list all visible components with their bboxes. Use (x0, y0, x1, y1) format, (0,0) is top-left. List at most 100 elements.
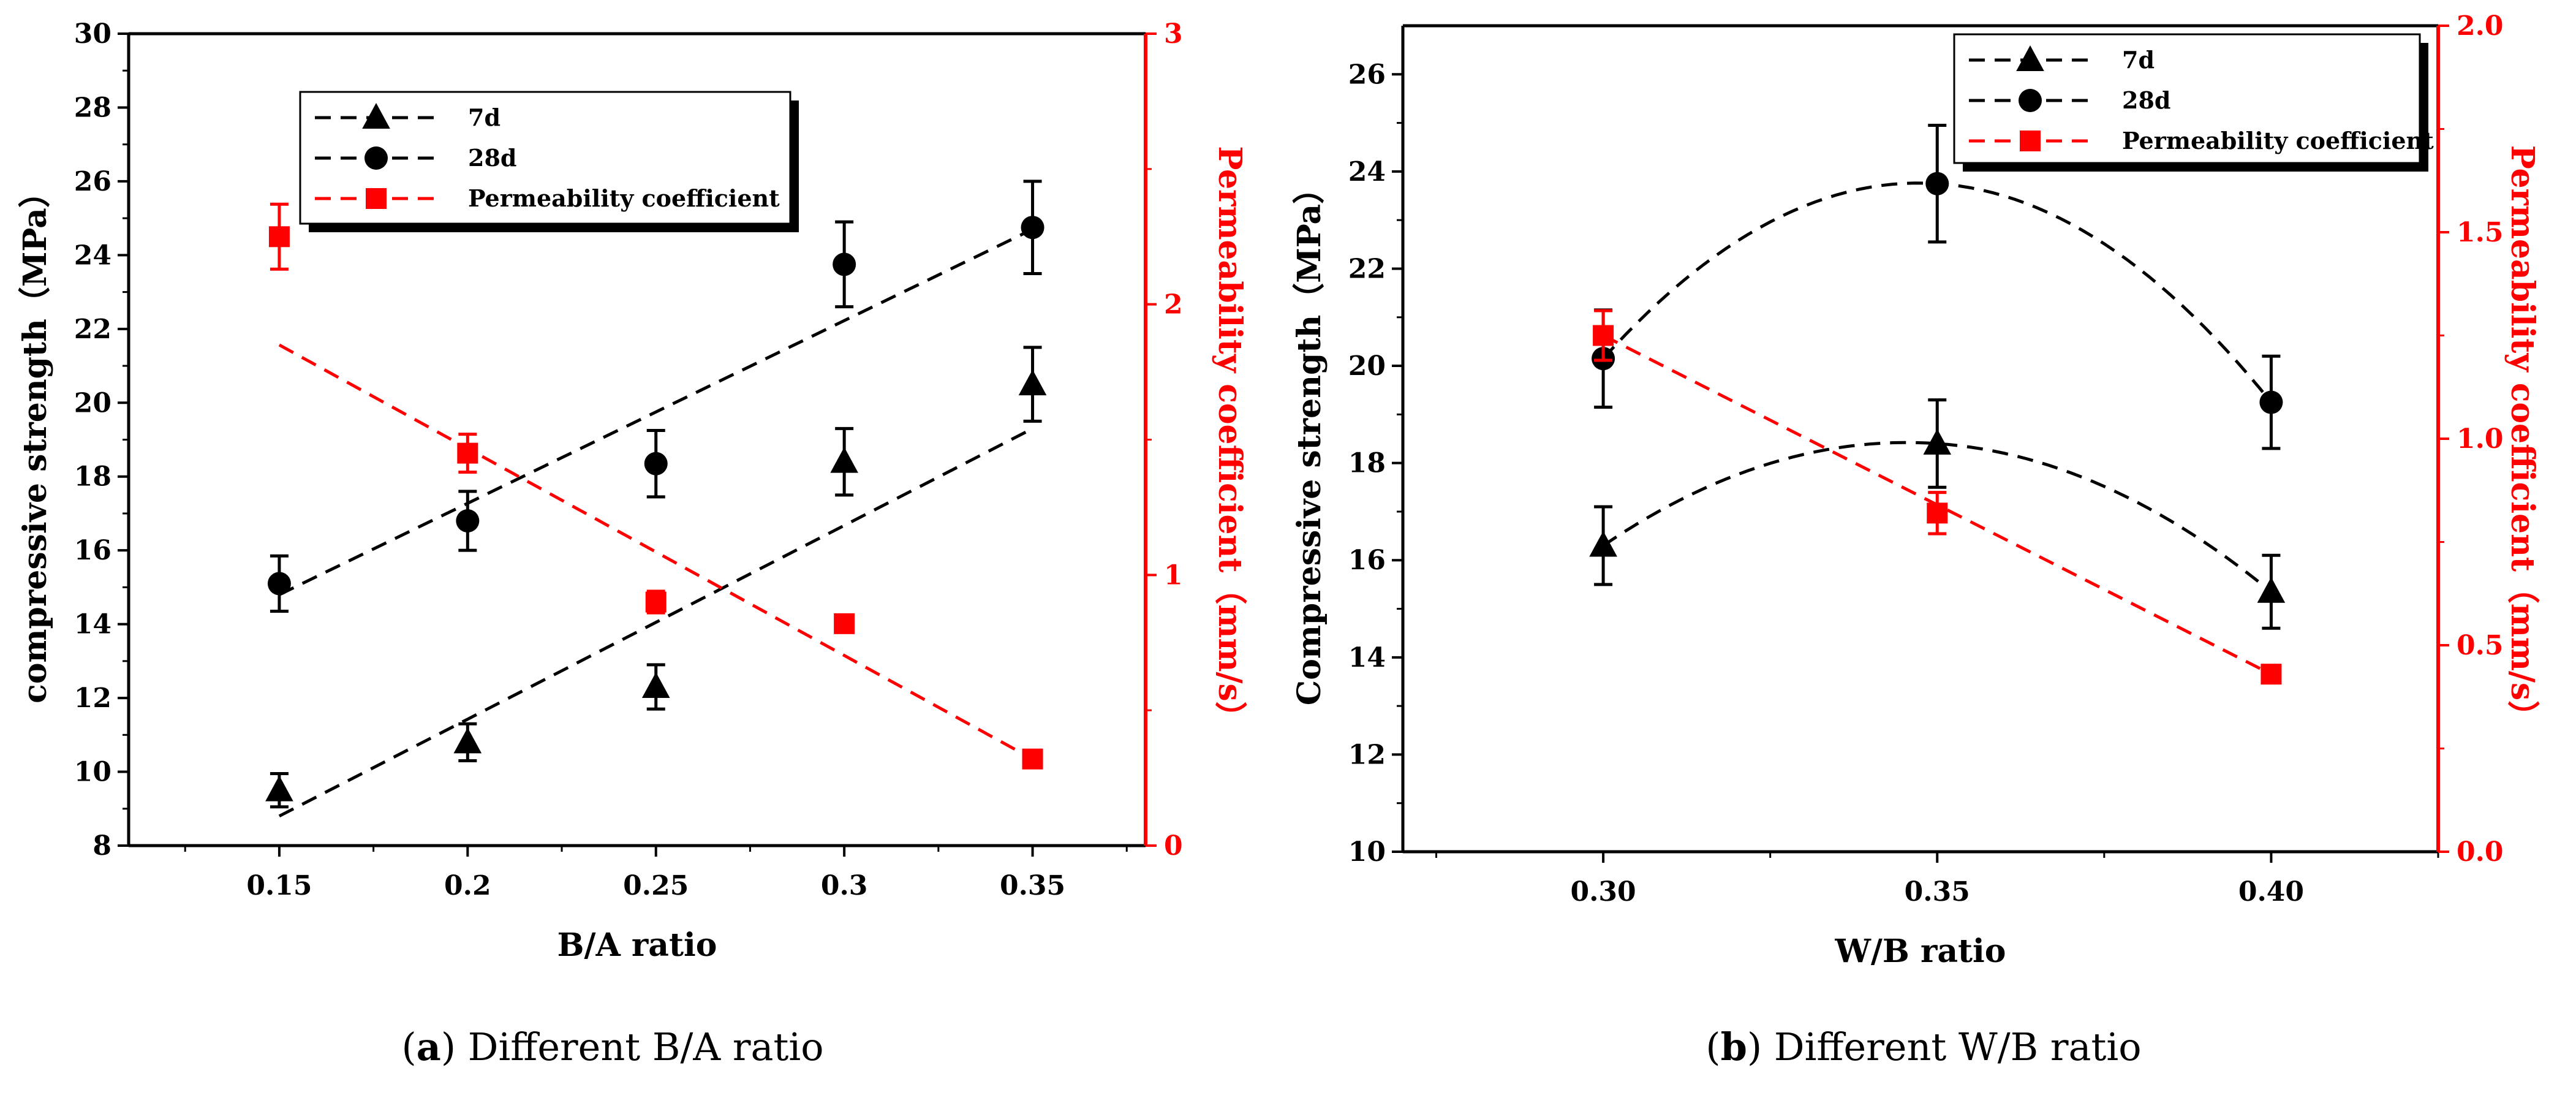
data-point (1593, 325, 1614, 346)
caption-text: ) Different W/B ratio (1747, 1025, 2142, 1069)
series-7d (1589, 398, 2286, 630)
y-left-tick-label: 18 (74, 461, 111, 493)
y-right-tick-label: 3 (1164, 18, 1183, 50)
legend: 7d 28d Permeability coefficient (1953, 33, 2434, 172)
data-point (1925, 172, 1949, 195)
series-permeability-coefficient (268, 202, 1043, 770)
legend-label: Permeability coefficient (468, 184, 780, 212)
legend-marker (2016, 45, 2044, 71)
legend-marker (364, 146, 388, 170)
y-left-axis-label: Compressive strength（MPa） (1291, 172, 1328, 705)
y-left-tick-label: 12 (74, 683, 111, 714)
x-tick-label: 0.35 (1000, 870, 1065, 901)
x-tick-label: 0.30 (1571, 876, 1636, 907)
data-point (1022, 748, 1043, 770)
fit-line (278, 227, 1033, 596)
panel-caption: (a) Different B/A ratio (401, 1025, 823, 1069)
y-left-tick-label: 30 (74, 18, 111, 50)
panel-caption: (b) Different W/B ratio (1705, 1025, 2141, 1069)
y-left-tick-label: 16 (74, 535, 111, 566)
chart-panel-a: 0.15 0.2 0.25 0.3 0.358101214161820222426283… (17, 18, 1248, 1069)
data-point (457, 442, 478, 464)
y-right-tick-label: 2 (1164, 289, 1183, 320)
y-right-tick-label: 0.0 (2457, 836, 2504, 868)
data-point (1923, 428, 1952, 455)
x-tick-label: 0.25 (623, 870, 689, 901)
y-right-tick-label: 1.0 (2457, 423, 2504, 455)
legend-marker (366, 188, 387, 209)
data-point (456, 509, 480, 532)
y-left-tick-label: 18 (1348, 448, 1386, 479)
y-left-tick-label: 10 (74, 757, 111, 788)
data-point (2261, 664, 2282, 685)
x-axis-label: B/A ratio (557, 926, 717, 964)
data-point (834, 613, 855, 634)
y-right-axis-label: Permeability coefficient（mm/s） (1211, 146, 1248, 733)
series-permeability-coefficient (1593, 309, 2282, 685)
data-point (267, 572, 291, 596)
y-left-tick-label: 12 (1348, 739, 1386, 770)
caption-paren-open: ( (1705, 1025, 1720, 1069)
legend-marker (2020, 131, 2041, 151)
y-left-tick-label: 22 (74, 314, 111, 345)
fit-line (278, 343, 1033, 760)
y-right-tick-label: 0.5 (2457, 630, 2504, 661)
y-left-tick-label: 26 (74, 166, 111, 197)
legend-label: 28d (2122, 86, 2170, 114)
legend-marker (2019, 89, 2042, 112)
data-point (1927, 502, 1948, 524)
data-point (1021, 216, 1044, 240)
y-left-tick-label: 20 (1348, 350, 1386, 382)
caption-paren-open: ( (401, 1025, 416, 1069)
y-left-tick-label: 26 (1348, 59, 1386, 90)
x-axis-label: W/B ratio (1835, 933, 2006, 970)
series-28d (267, 180, 1044, 613)
y-left-tick-label: 24 (74, 240, 111, 271)
x-tick-label: 0.15 (246, 870, 312, 901)
y-right-tick-label: 1 (1164, 559, 1183, 591)
y-left-tick-label: 20 (74, 387, 111, 419)
x-tick-label: 0.40 (2238, 876, 2304, 907)
data-point (645, 591, 667, 613)
chart-panel-b: 0.30 0.35 0.40 10 12 14 16 18 20 22 24 26 0.0 0.5 1.0 1… (1291, 10, 2541, 1069)
y-right-tick-label: 0 (1164, 830, 1183, 862)
y-right-axis-label: Permeability coefficient（mm/s） (2504, 145, 2541, 732)
y-left-tick-label: 8 (93, 830, 111, 862)
y-left-tick-label: 28 (74, 92, 111, 123)
data-point (644, 452, 668, 476)
y-left-tick-label: 14 (74, 609, 111, 640)
data-point (833, 252, 856, 276)
data-point (1589, 531, 1617, 557)
x-tick-label: 0.3 (821, 870, 868, 901)
data-point (2259, 390, 2283, 414)
legend: 7d 28d Permeability coefficient (299, 91, 799, 232)
legend-label: 7d (2122, 46, 2155, 74)
data-point (265, 775, 293, 801)
caption-letter: a (417, 1025, 441, 1069)
data-point (2257, 577, 2286, 603)
fit-line (278, 427, 1033, 818)
series-7d (265, 346, 1047, 818)
data-point (641, 672, 670, 699)
x-tick-label: 0.35 (1905, 876, 1970, 907)
data-point (830, 447, 858, 473)
data-point (268, 226, 290, 248)
legend-label: 28d (468, 144, 516, 172)
data-point (1018, 369, 1047, 396)
y-left-tick-label: 10 (1348, 836, 1386, 868)
caption-letter: b (1721, 1025, 1747, 1069)
y-left-tick-label: 22 (1348, 253, 1386, 284)
legend-label: Permeability coefficient (2122, 127, 2434, 154)
legend-label: 7d (468, 104, 500, 131)
y-right-tick-label: 1.5 (2457, 217, 2504, 248)
y-left-tick-label: 24 (1348, 156, 1386, 188)
data-point (453, 727, 482, 754)
caption-text: ) Different B/A ratio (441, 1025, 824, 1069)
y-left-tick-label: 16 (1348, 545, 1386, 576)
x-tick-label: 0.2 (444, 870, 491, 901)
legend-marker (362, 103, 390, 129)
y-right-tick-label: 2.0 (2457, 10, 2504, 42)
y-left-axis-label: compressive strength（MPa） (17, 176, 54, 703)
y-left-tick-label: 14 (1348, 642, 1386, 673)
